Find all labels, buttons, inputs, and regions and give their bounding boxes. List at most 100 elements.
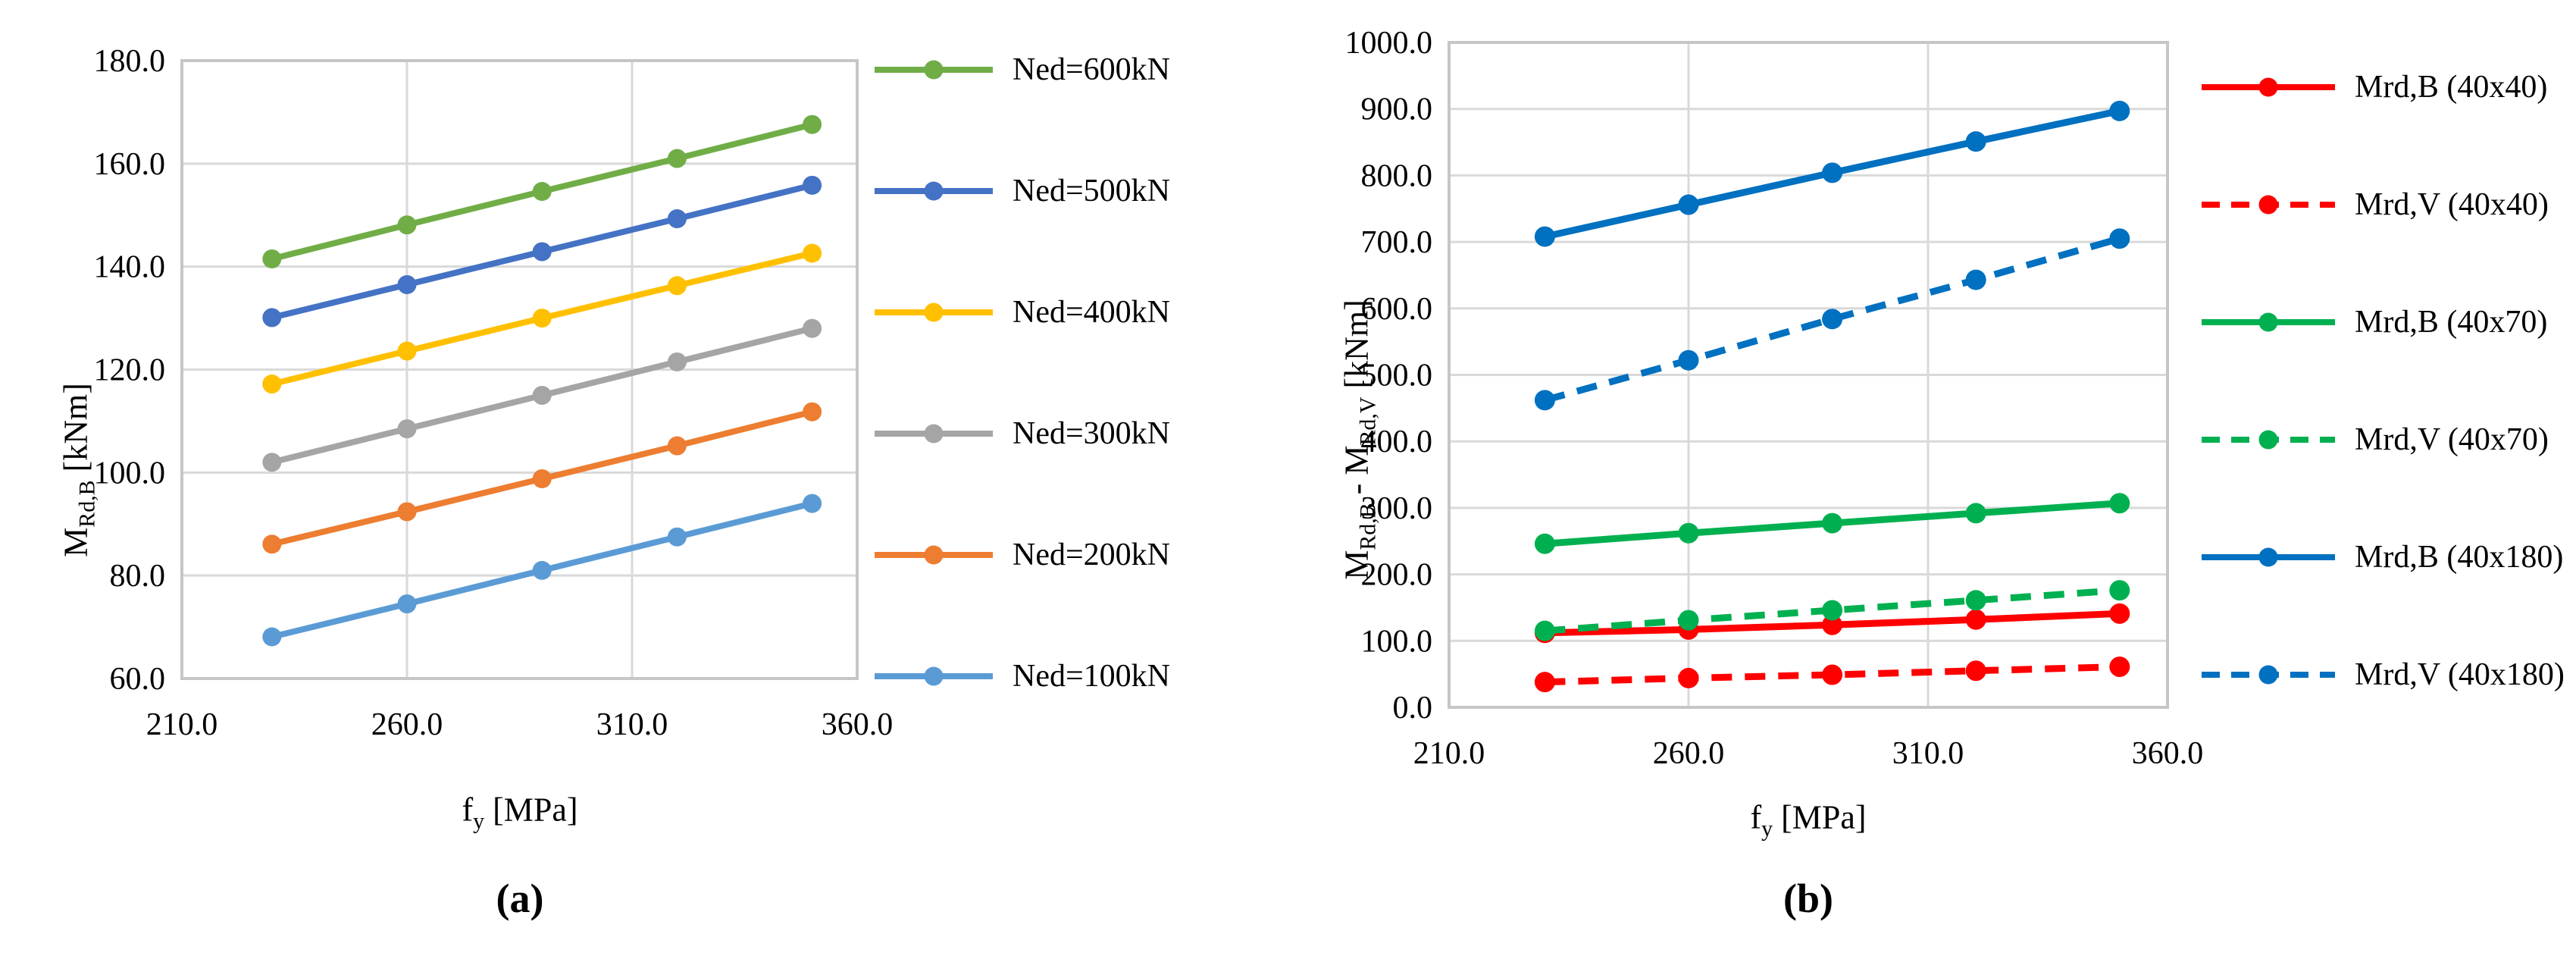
data-point [667,436,687,456]
series-Mrd,B (40x70) [1534,493,2130,554]
data-point [667,276,687,296]
data-point [532,385,552,405]
series-Mrd,B (40x180) [1534,100,2130,247]
chart-b-plot-area: 1000.0 900.0 800.0 700.0 600.0 500.0 400.0 300.… [1345,26,2204,771]
data-point [1965,660,1986,682]
data-point [1965,590,1986,611]
data-point [1678,610,1699,631]
data-point [667,527,687,547]
data-point [397,274,417,294]
data-point [803,175,822,195]
chart-a-x-axis-title: fy [MPa] [462,791,578,834]
legend-item: Ned=500kN [873,171,1170,211]
legend-line-marker-icon [875,60,993,80]
legend-label: Ned=600kN [1013,52,1170,87]
data-point [1822,664,1843,685]
legend-item: Ned=100kN [873,657,1170,696]
chart-a-y-axis-title: MRd,B [kNm] [57,383,100,557]
legend-line-marker-icon [2202,77,2335,97]
legend-line-marker-icon [2202,547,2335,567]
legend-item: Mrd,V (40x40) [2200,185,2549,224]
gridlines [180,59,859,680]
legend-label: Mrd,B (40x70) [2355,305,2548,340]
data-point [1822,162,1843,183]
y-tick-label: 0.0 [1393,691,1433,726]
data-point [262,375,282,394]
legend-label: Ned=300kN [1013,416,1170,451]
x-tick-label: 210.0 [146,707,218,742]
data-point [1534,533,1555,554]
legend-label: Mrd,V (40x70) [2355,422,2549,457]
data-point [1822,614,1843,635]
chart-a-plot-area: 180.0 160.0 140.0 120.0 100.0 80.0 60.0 210.0 26… [94,44,894,742]
series-Ned=100kN [262,494,822,647]
legend-label: Mrd,B (40x40) [2355,70,2548,105]
x-tick-label: 260.0 [1653,736,1725,771]
legend-item: Ned=300kN [873,414,1170,453]
y-tick-label: 500.0 [1361,359,1433,393]
legend-label: Mrd,V (40x40) [2355,187,2549,222]
chart-b-caption: (b) [1783,876,1833,921]
legend-line-marker-icon [875,666,993,686]
y-tick-label: 600.0 [1361,292,1433,327]
data-point [397,594,417,614]
x-tick-label: 260.0 [371,707,443,742]
data-point [262,534,282,554]
data-point [2109,100,2130,121]
data-point [2109,580,2130,601]
data-point [1678,522,1699,544]
data-point [1965,609,1986,630]
y-tick-label: 100.0 [94,456,166,491]
y-tick-label: 160.0 [94,147,166,182]
series-Ned=600kN [262,114,822,268]
data-point [803,318,822,338]
y-tick-label: 60.0 [110,662,166,697]
y-tick-label: 700.0 [1361,225,1433,260]
y-tick-label: 120.0 [94,353,166,388]
series-Ned=300kN [262,318,822,472]
data-point [397,419,417,439]
data-point [532,242,552,262]
chart-a-caption: (a) [496,876,544,921]
chart-b-y-axis-title: MRd,B - MRd,V [kNm] [1338,299,1381,580]
legend-label: Mrd,B (40x180) [2355,540,2564,575]
y-tick-label: 800.0 [1361,158,1433,193]
data-point [667,149,687,168]
legend-item: Mrd,V (40x180) [2200,655,2565,694]
y-tick-label: 80.0 [110,559,166,594]
data-point [1822,600,1843,621]
plot-border [1448,41,2169,709]
data-point [1822,309,1843,330]
legend-item: Mrd,B (40x180) [2200,538,2563,577]
data-point [262,249,282,268]
data-point [397,341,417,361]
legend-label: Mrd,V (40x180) [2355,657,2565,692]
data-point [803,114,822,134]
y-tick-label: 400.0 [1361,425,1433,459]
legend-label: Ned=500kN [1013,174,1170,208]
y-tick-label: 900.0 [1361,92,1433,127]
data-point [667,209,687,229]
legend-item: Ned=200kN [873,535,1170,575]
data-point [1965,269,1986,290]
data-point [1534,226,1555,247]
legend-line-marker-icon [875,424,993,444]
data-point [262,453,282,472]
data-point [1822,512,1843,534]
y-tick-label: 140.0 [94,250,166,285]
gridlines [1448,41,2169,709]
legend-label: Ned=200kN [1013,538,1170,572]
data-point [803,402,822,422]
series-Mrd,V (40x40) [1534,657,2130,693]
legend-item: Ned=400kN [873,293,1170,332]
data-point [1534,390,1555,411]
y-tick-label: 200.0 [1361,558,1433,593]
x-tick-label: 210.0 [1413,736,1485,771]
legend-label: Ned=400kN [1013,295,1170,330]
data-point [1534,672,1555,693]
data-point [2109,228,2130,249]
data-point [1678,194,1699,215]
y-tick-label: 1000.0 [1345,26,1433,61]
